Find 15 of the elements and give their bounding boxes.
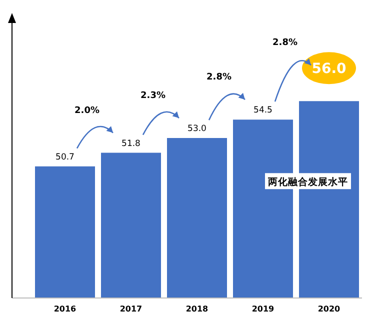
data-label: 53.0 (188, 124, 206, 134)
x-tick-label: 2018 (186, 304, 209, 314)
x-tick-label: 2019 (252, 304, 275, 314)
annotation: 2.8% (206, 72, 232, 83)
x-tick-label: 2017 (120, 304, 142, 314)
annotation: 2.3% (140, 91, 166, 102)
data-label: 56.0 (312, 61, 347, 78)
x-tick-label: 2016 (54, 304, 77, 314)
data-label: 54.5 (254, 106, 272, 116)
annotation: 2.0% (74, 106, 100, 116)
annotation: 2.8% (272, 38, 298, 48)
data-label: 51.8 (122, 138, 140, 149)
x-tick-label: 2020 (318, 304, 341, 314)
data-label: 50.7 (56, 152, 74, 162)
series-label: 两化融合发展水平 (267, 176, 348, 188)
